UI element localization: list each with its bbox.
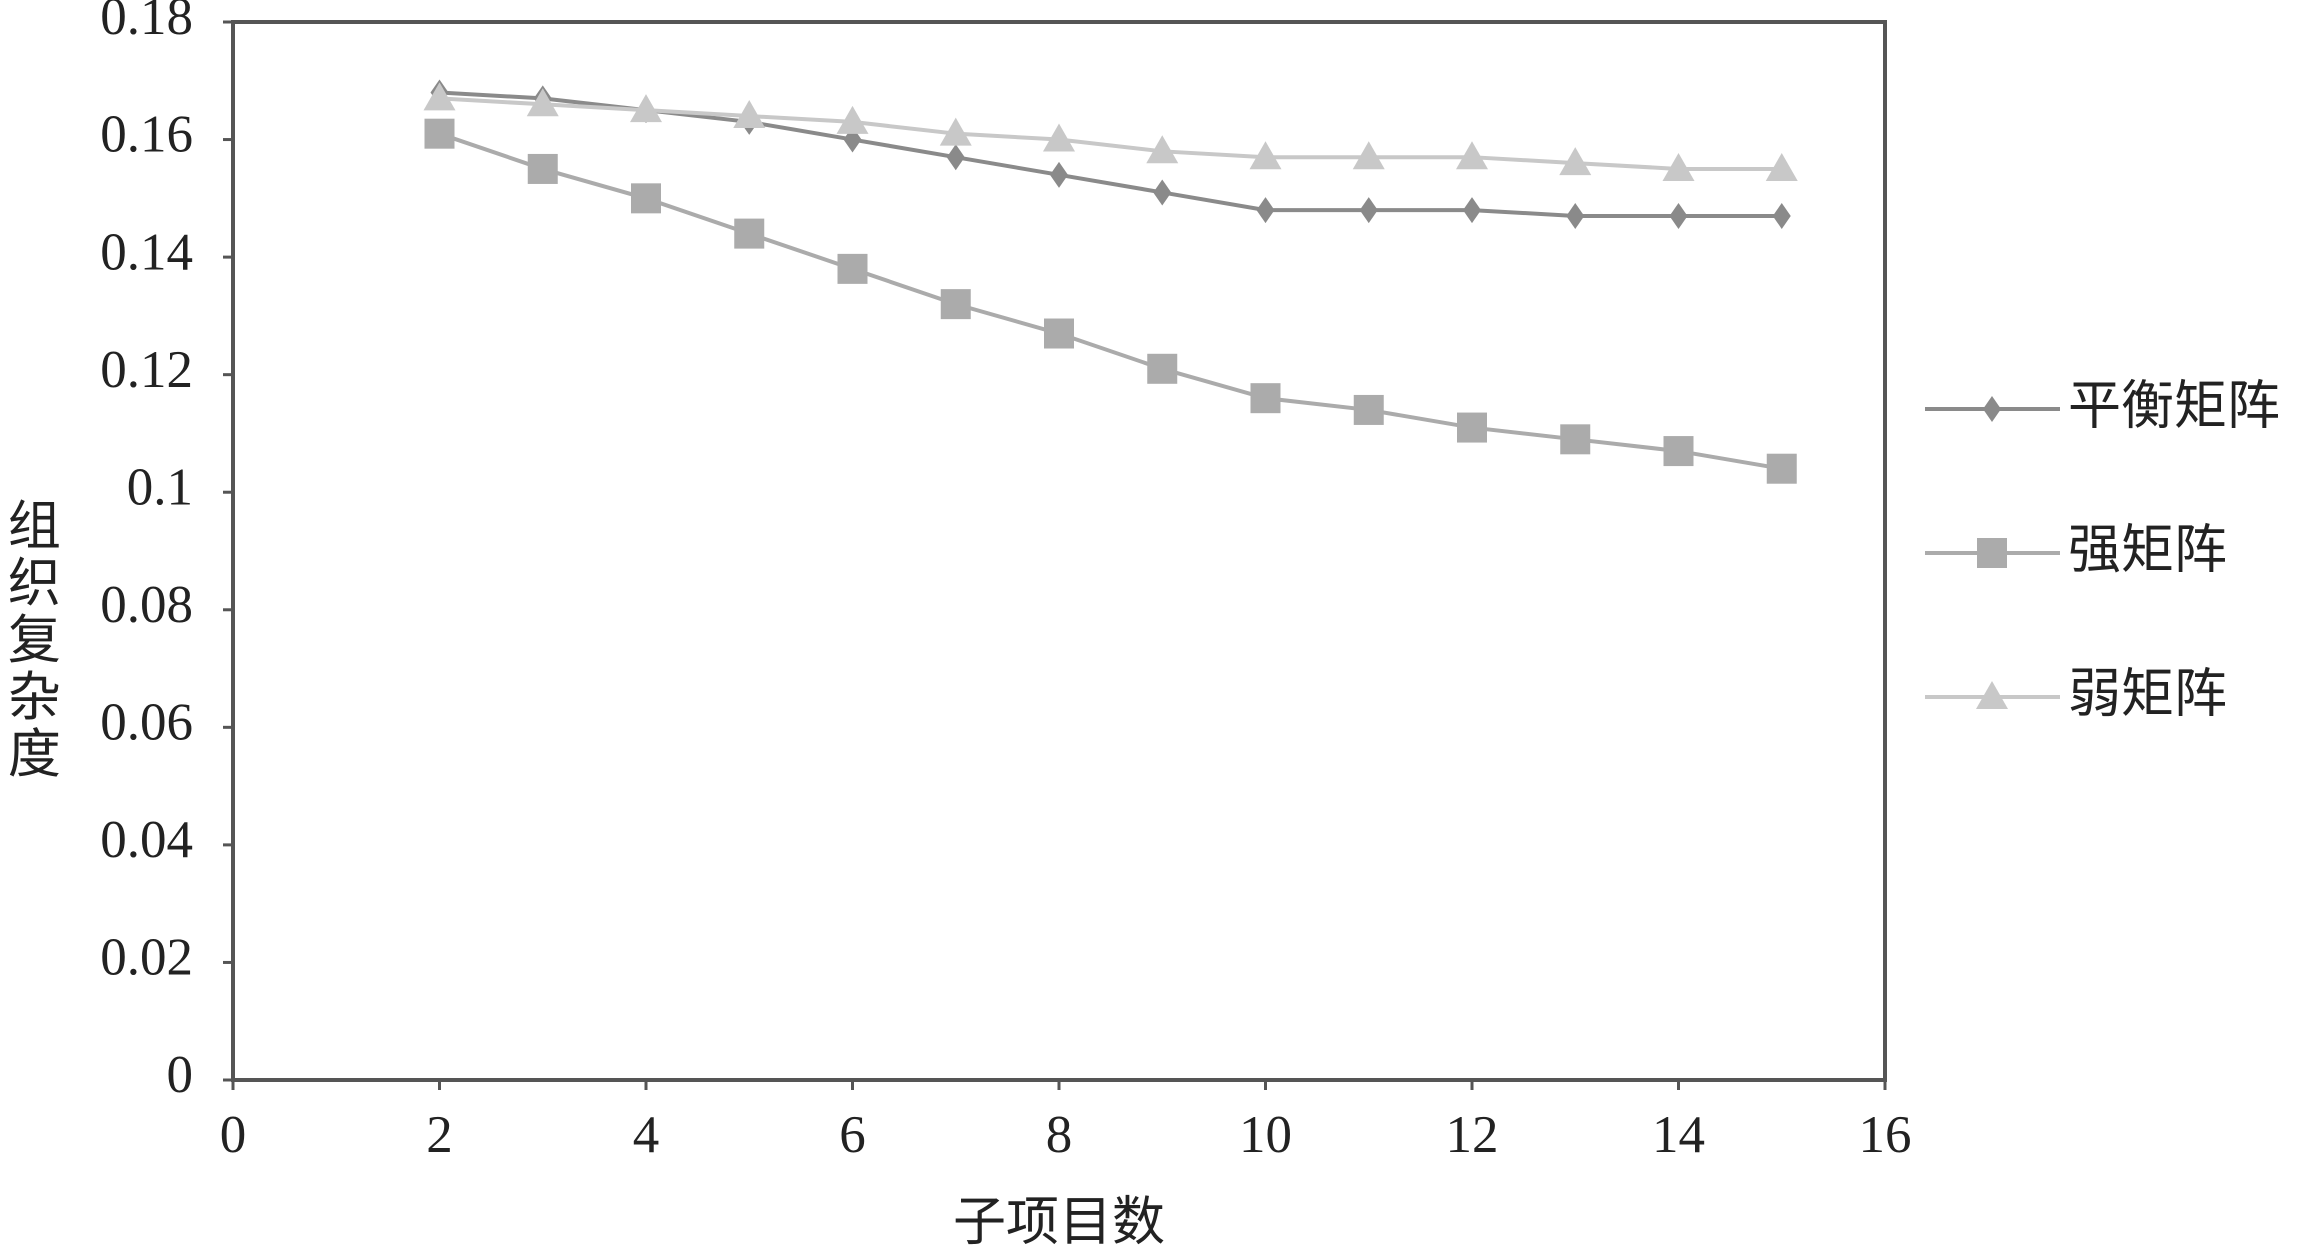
data-point [1256, 197, 1275, 224]
data-point [423, 82, 456, 111]
x-axis-label: 子项目数 [953, 1192, 1165, 1251]
data-point [1772, 202, 1791, 229]
data-point [1050, 161, 1068, 188]
data-point [1559, 147, 1592, 176]
y-tick-label: 0.18 [100, 0, 193, 46]
y-tick-label: 0.08 [100, 576, 193, 634]
legend-label: 平衡矩阵 [2068, 376, 2280, 437]
data-point [1456, 141, 1488, 170]
data-point [1663, 436, 1694, 467]
x-tick-label: 0 [220, 1106, 247, 1164]
data-point [734, 218, 765, 249]
x-tick-label: 2 [426, 1106, 453, 1164]
data-point [1249, 141, 1282, 170]
legend-label: 弱矩阵 [2068, 664, 2227, 725]
series-line [439, 96, 1782, 171]
data-point [1566, 202, 1585, 229]
data-point [946, 144, 965, 171]
y-tick-label: 0.14 [100, 223, 193, 281]
data-point [1352, 141, 1385, 170]
y-tick-label: 0.04 [100, 811, 193, 869]
data-point [527, 153, 558, 184]
y-axis-label: 组织复杂度 [0, 498, 60, 783]
y-tick-label: 0.1 [127, 458, 193, 516]
data-point [836, 105, 869, 134]
legend-marker [1983, 396, 2001, 422]
y-tick-label: 0.06 [100, 693, 193, 751]
x-tick-label: 4 [633, 1106, 660, 1164]
data-point [1560, 424, 1591, 455]
data-point [1669, 202, 1688, 229]
legend-marker [1976, 681, 2008, 709]
x-tick-label: 10 [1239, 1106, 1292, 1164]
x-tick-label: 6 [839, 1106, 866, 1164]
data-point [940, 289, 971, 320]
data-point [526, 88, 559, 117]
data-point [1353, 394, 1384, 425]
x-tick-label: 12 [1446, 1106, 1499, 1164]
data-point [1146, 135, 1179, 164]
data-point [1147, 353, 1178, 384]
y-tick-label: 0.16 [100, 106, 193, 164]
data-point [1250, 383, 1281, 414]
data-point [1463, 197, 1481, 224]
data-point [630, 94, 662, 123]
data-point [1359, 197, 1378, 224]
data-point [1765, 152, 1798, 181]
data-point [1457, 412, 1487, 443]
legend-marker [1977, 538, 2007, 568]
x-tick-label: 16 [1859, 1106, 1912, 1164]
data-point [1043, 123, 1075, 152]
y-tick-label: 0.02 [100, 929, 193, 987]
series-line [438, 131, 1783, 471]
x-tick-label: 14 [1652, 1106, 1705, 1164]
y-tick-label: 0.12 [100, 341, 193, 399]
legend-label: 强矩阵 [2068, 520, 2227, 581]
x-tick-label: 8 [1046, 1106, 1073, 1164]
data-point [939, 117, 972, 146]
data-point [1153, 179, 1172, 206]
data-point [1044, 318, 1074, 349]
data-point [733, 100, 766, 129]
data-point [631, 183, 661, 214]
data-point [1662, 152, 1695, 181]
data-point [837, 253, 868, 284]
data-point [424, 118, 455, 149]
data-point [1766, 453, 1797, 484]
y-tick-label: 0 [167, 1046, 194, 1104]
